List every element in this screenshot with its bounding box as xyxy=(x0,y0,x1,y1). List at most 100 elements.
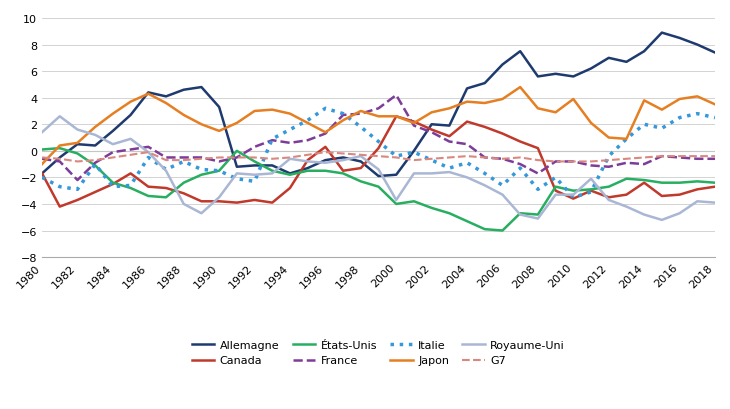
Canada xyxy=(55,204,64,209)
Canada xyxy=(197,199,206,204)
Allemagne xyxy=(534,75,542,80)
France xyxy=(551,160,560,164)
Royaume-Uni xyxy=(339,158,347,163)
G7 xyxy=(285,155,294,160)
Royaume-Uni xyxy=(144,151,153,155)
Canada xyxy=(551,189,560,193)
Japon xyxy=(73,141,82,146)
Allemagne xyxy=(356,160,365,164)
Allemagne xyxy=(38,171,47,176)
Japon xyxy=(463,100,472,105)
Allemagne xyxy=(498,63,507,68)
Canada xyxy=(675,193,684,198)
États-Unis xyxy=(339,171,347,176)
Allemagne xyxy=(658,31,666,36)
Royaume-Uni xyxy=(516,213,525,218)
Italie xyxy=(356,125,365,130)
Italie xyxy=(197,168,206,173)
Japon xyxy=(303,121,312,126)
G7 xyxy=(109,155,118,160)
Canada xyxy=(161,186,170,191)
Royaume-Uni xyxy=(710,201,719,206)
Japon xyxy=(144,92,153,97)
G7 xyxy=(197,157,206,162)
Allemagne xyxy=(303,166,312,171)
États-Unis xyxy=(197,173,206,178)
Royaume-Uni xyxy=(215,196,223,200)
Italie xyxy=(321,107,330,112)
Japon xyxy=(710,103,719,108)
États-Unis xyxy=(604,185,613,190)
Allemagne xyxy=(463,87,472,92)
Canada xyxy=(38,171,47,176)
Japon xyxy=(410,121,418,126)
États-Unis xyxy=(534,213,542,218)
Royaume-Uni xyxy=(658,218,666,223)
Allemagne xyxy=(410,149,418,154)
États-Unis xyxy=(693,180,702,184)
Canada xyxy=(73,198,82,203)
Italie xyxy=(285,128,294,133)
Royaume-Uni xyxy=(604,198,613,203)
Allemagne xyxy=(55,155,64,160)
Line: Royaume-Uni: Royaume-Uni xyxy=(42,117,715,220)
Italie xyxy=(161,168,170,173)
États-Unis xyxy=(427,206,436,211)
Royaume-Uni xyxy=(109,142,118,147)
États-Unis xyxy=(356,180,365,184)
Allemagne xyxy=(73,142,82,147)
Canada xyxy=(126,171,135,176)
Royaume-Uni xyxy=(480,184,489,189)
États-Unis xyxy=(109,181,118,186)
Allemagne xyxy=(693,43,702,48)
France xyxy=(356,112,365,117)
Japon xyxy=(604,136,613,141)
G7 xyxy=(91,158,99,163)
Royaume-Uni xyxy=(463,175,472,180)
G7 xyxy=(180,158,188,163)
Line: Canada: Canada xyxy=(42,117,715,207)
G7 xyxy=(73,160,82,164)
États-Unis xyxy=(55,146,64,151)
Royaume-Uni xyxy=(427,171,436,176)
Canada xyxy=(180,191,188,196)
France xyxy=(109,151,118,155)
Italie xyxy=(392,154,401,159)
Royaume-Uni xyxy=(55,115,64,119)
Italie xyxy=(675,116,684,121)
Japon xyxy=(551,110,560,115)
Canada xyxy=(321,145,330,150)
G7 xyxy=(427,157,436,162)
Canada xyxy=(658,194,666,199)
États-Unis xyxy=(622,177,631,182)
G7 xyxy=(498,157,507,162)
Italie xyxy=(73,187,82,192)
États-Unis xyxy=(268,169,277,174)
Royaume-Uni xyxy=(285,157,294,162)
Royaume-Uni xyxy=(73,128,82,133)
Canada xyxy=(463,120,472,125)
États-Unis xyxy=(144,194,153,199)
Allemagne xyxy=(604,56,613,61)
France xyxy=(622,161,631,166)
Italie xyxy=(463,161,472,166)
Allemagne xyxy=(197,85,206,90)
Canada xyxy=(374,146,383,151)
Allemagne xyxy=(232,165,241,170)
Italie xyxy=(658,126,666,131)
Japon xyxy=(339,119,347,124)
États-Unis xyxy=(303,169,312,174)
Royaume-Uni xyxy=(410,171,418,176)
États-Unis xyxy=(516,211,525,216)
Allemagne xyxy=(285,171,294,176)
États-Unis xyxy=(587,187,596,192)
Japon xyxy=(427,110,436,115)
Royaume-Uni xyxy=(356,154,365,159)
Allemagne xyxy=(339,155,347,160)
Royaume-Uni xyxy=(180,202,188,207)
Italie xyxy=(639,122,648,127)
Japon xyxy=(445,107,454,112)
Allemagne xyxy=(144,91,153,96)
Allemagne xyxy=(427,122,436,127)
États-Unis xyxy=(498,229,507,234)
